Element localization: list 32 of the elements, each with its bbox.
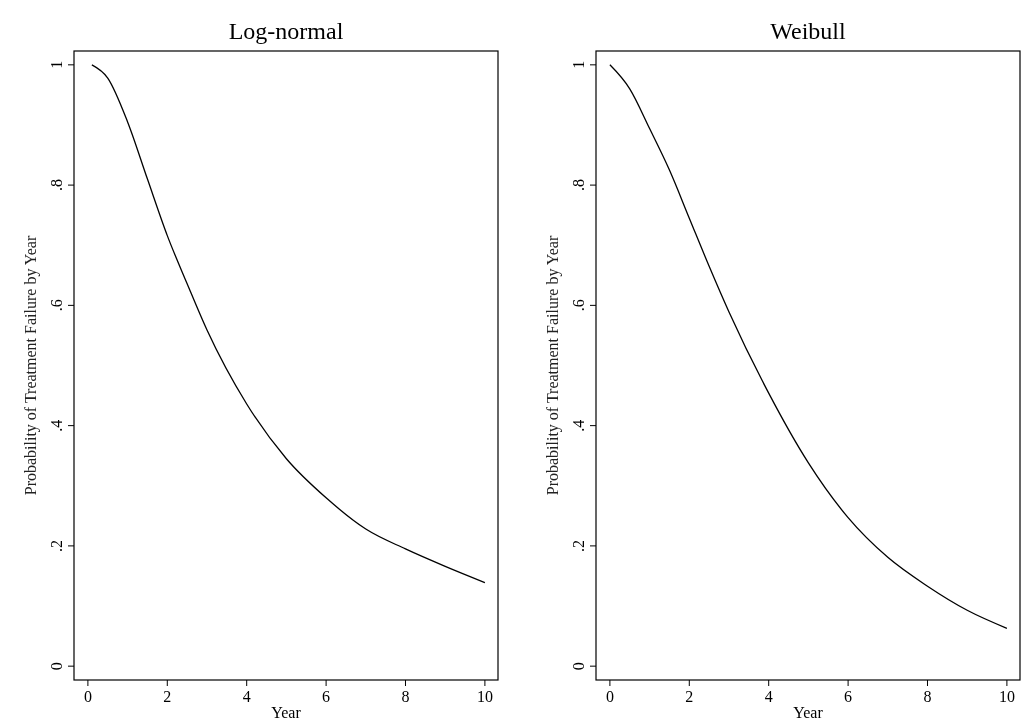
x-tick-label: 0 [83,688,92,705]
y-tick-label: .6 [48,299,65,312]
x-tick-label: 8 [401,688,410,705]
y-axis-title: Probability of Treatment Failure by Year [22,235,40,496]
x-tick-label: 6 [844,688,853,705]
x-tick-label: 8 [923,688,932,705]
y-tick-label: .2 [570,539,587,552]
x-tick-label: 10 [476,688,493,705]
y-tick-label: .8 [48,179,65,192]
y-tick-label: 0 [48,662,65,671]
y-tick-label: .4 [48,419,65,432]
y-tick-label: 1 [48,60,65,69]
y-tick-label: .6 [570,299,587,312]
x-axis-title: Year [271,704,302,721]
x-tick-label: 6 [322,688,331,705]
chart-title: Log-normal [228,18,344,44]
x-tick-label: 0 [605,688,614,705]
line-series [91,64,486,584]
x-tick-label: 4 [242,688,251,705]
x-tick-label: 4 [764,688,773,705]
y-axis-title: Probability of Treatment Failure by Year [544,235,562,496]
y-tick-label: .2 [48,539,65,552]
x-axis-title: Year [793,704,824,721]
chart-title: Weibull [770,18,847,44]
line-series [609,64,1008,629]
y-tick-label: .4 [570,419,587,432]
y-tick-label: .8 [570,179,587,192]
x-tick-label: 10 [998,688,1015,705]
y-tick-label: 0 [570,662,587,671]
x-tick-label: 2 [163,688,172,705]
x-tick-label: 2 [685,688,694,705]
y-tick-label: 1 [570,60,587,69]
